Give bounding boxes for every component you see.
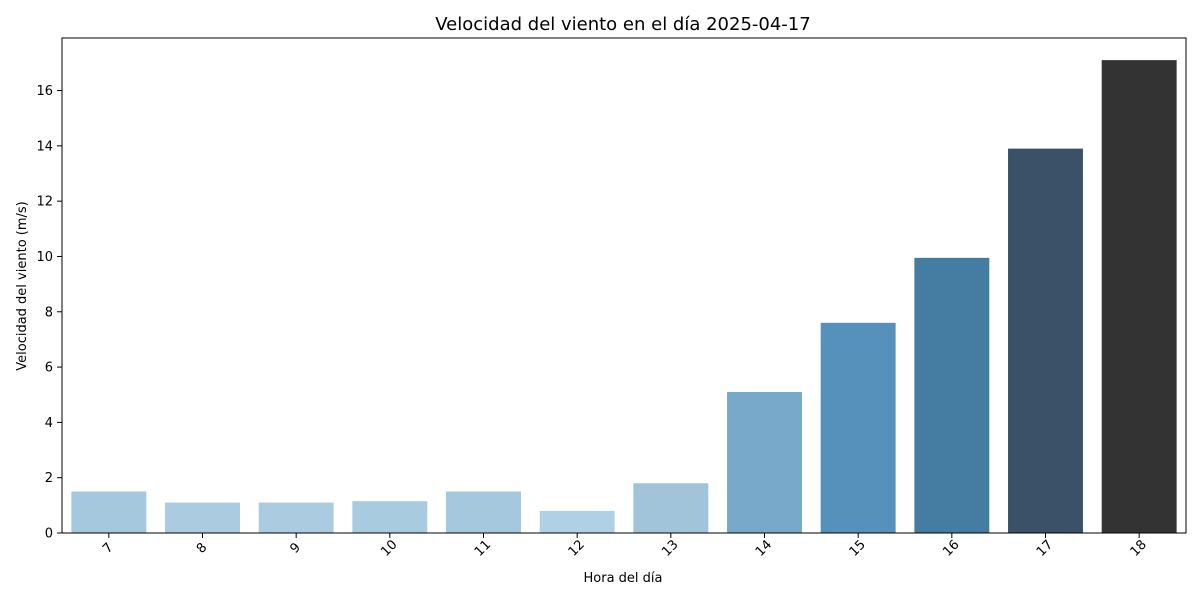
y-tick-label: 14 xyxy=(36,139,53,154)
y-tick-label: 16 xyxy=(36,84,53,99)
y-tick-label: 10 xyxy=(36,250,53,265)
x-tick-label: 8 xyxy=(194,540,210,556)
bar-8 xyxy=(165,502,240,533)
bar-9 xyxy=(258,502,334,533)
bar-14 xyxy=(727,391,802,533)
x-tick-label: 12 xyxy=(566,537,588,559)
bar-16 xyxy=(914,257,990,533)
y-tick-label: 6 xyxy=(45,361,53,376)
y-tick-label: 8 xyxy=(45,305,53,320)
bar-17 xyxy=(1008,148,1083,533)
x-tick-label: 9 xyxy=(287,540,303,556)
x-tick-label: 10 xyxy=(378,537,400,559)
y-tick-label: 2 xyxy=(45,471,53,486)
bar-7 xyxy=(71,491,147,533)
bar-12 xyxy=(539,510,615,533)
x-tick-label: 13 xyxy=(659,537,681,559)
x-axis: 7 8 9 10 11 12 13 14 15 16 17 18 xyxy=(100,533,1150,560)
x-tick-label: 14 xyxy=(753,537,775,559)
x-tick-label: 16 xyxy=(940,537,962,559)
y-tick-label: 4 xyxy=(45,416,53,431)
plot-frame xyxy=(61,37,1187,534)
x-tick-label: 11 xyxy=(472,537,494,559)
x-tick-label: 17 xyxy=(1034,537,1056,559)
x-tick-label: 15 xyxy=(847,537,869,559)
bar-13 xyxy=(633,483,709,533)
bar-11 xyxy=(446,491,521,533)
y-tick-label: 12 xyxy=(36,195,53,210)
y-axis-label: Velocidad del viento (m/s) xyxy=(15,201,30,371)
bar-10 xyxy=(352,501,428,533)
y-axis: 0 2 4 6 8 10 12 14 16 xyxy=(36,84,62,542)
bars-group xyxy=(71,60,1177,534)
y-tick-label: 0 xyxy=(45,527,53,542)
bar-18 xyxy=(1101,60,1177,534)
chart-title: Velocidad del viento en el día 2025-04-1… xyxy=(435,14,810,35)
x-tick-label: 7 xyxy=(100,540,116,556)
x-axis-label: Hora del día xyxy=(584,571,663,586)
bar-15 xyxy=(820,322,896,533)
x-tick-label: 18 xyxy=(1128,537,1150,559)
